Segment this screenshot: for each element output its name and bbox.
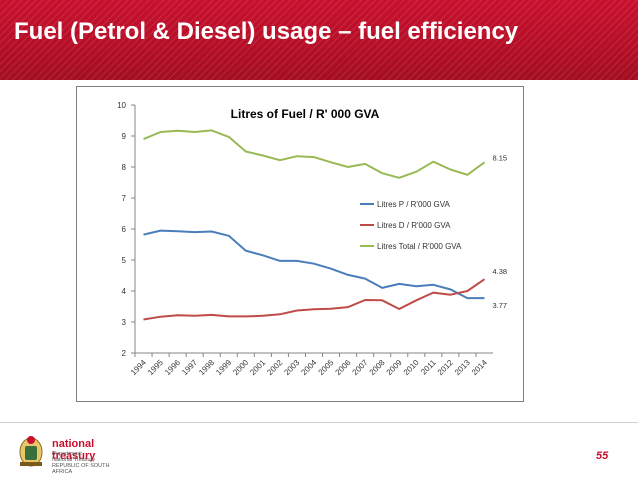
x-tick-label: 2012: [436, 358, 455, 377]
x-tick-label: 2002: [265, 358, 284, 377]
x-tick-label: 1999: [214, 358, 233, 377]
x-tick-label: 2014: [470, 358, 489, 377]
banner-texture: [0, 0, 638, 80]
footer-divider: [0, 422, 638, 423]
y-tick-label: 8: [122, 163, 127, 172]
y-tick-label: 10: [117, 101, 126, 110]
y-tick-label: 3: [122, 318, 127, 327]
logo-line-1: Department:: [52, 451, 83, 457]
slide-title: Fuel (Petrol & Diesel) usage – fuel effi…: [14, 18, 519, 45]
logo-name: national treasury: [52, 438, 96, 462]
title-banner: Fuel (Petrol & Diesel) usage – fuel effi…: [0, 0, 638, 80]
logo-line-3: REPUBLIC OF SOUTH AFRICA: [52, 463, 110, 475]
line-chart: 2345678910199419951996199719981999200020…: [117, 101, 507, 377]
coat-of-arms-icon: [19, 436, 43, 467]
x-tick-label: 1996: [163, 358, 182, 377]
chart-title: Litres of Fuel / R' 000 GVA: [231, 107, 380, 121]
legend-label: Litres Total / R'000 GVA: [377, 242, 462, 251]
x-tick-label: 1995: [146, 358, 165, 377]
y-tick-label: 7: [122, 194, 127, 203]
data-label: 8.15: [492, 153, 507, 162]
x-tick-label: 2003: [282, 358, 301, 377]
x-tick-label: 2004: [299, 358, 318, 377]
y-tick-label: 5: [122, 256, 127, 265]
y-tick-label: 2: [122, 349, 127, 358]
x-tick-label: 1998: [197, 358, 216, 377]
x-tick-label: 2013: [453, 358, 472, 377]
y-tick-label: 6: [122, 225, 127, 234]
data-label: 3.77: [492, 301, 507, 310]
x-tick-label: 1994: [129, 358, 148, 377]
x-tick-label: 2005: [317, 358, 336, 377]
legend-label: Litres D / R'000 GVA: [377, 221, 451, 230]
x-tick-label: 2010: [402, 358, 421, 377]
national-treasury-logo: national treasury Department: National T…: [14, 432, 124, 475]
x-tick-label: 2008: [368, 358, 387, 377]
logo-line-2: National Treasury: [52, 457, 96, 463]
x-tick-label: 2009: [385, 358, 404, 377]
legend-label: Litres P / R'000 GVA: [377, 200, 450, 209]
y-tick-label: 9: [122, 132, 127, 141]
series-line: [143, 229, 485, 300]
x-tick-label: 2011: [419, 358, 438, 377]
y-tick-label: 4: [122, 287, 127, 296]
x-tick-label: 2006: [334, 358, 353, 377]
chart-container: 2 3 4 5 6 7 8 9 10 1994 1995 1996 1997 1998 1999 2000 20…: [76, 86, 524, 402]
x-tick-label: 1997: [180, 358, 199, 377]
series-line: [143, 129, 486, 179]
series-line: [143, 278, 486, 321]
x-tick-label: 2000: [231, 358, 250, 377]
x-tick-label: 2001: [248, 358, 267, 377]
x-tick-label: 2007: [351, 358, 370, 377]
page-number: 55: [596, 450, 609, 462]
data-label: 4.38: [492, 267, 507, 276]
